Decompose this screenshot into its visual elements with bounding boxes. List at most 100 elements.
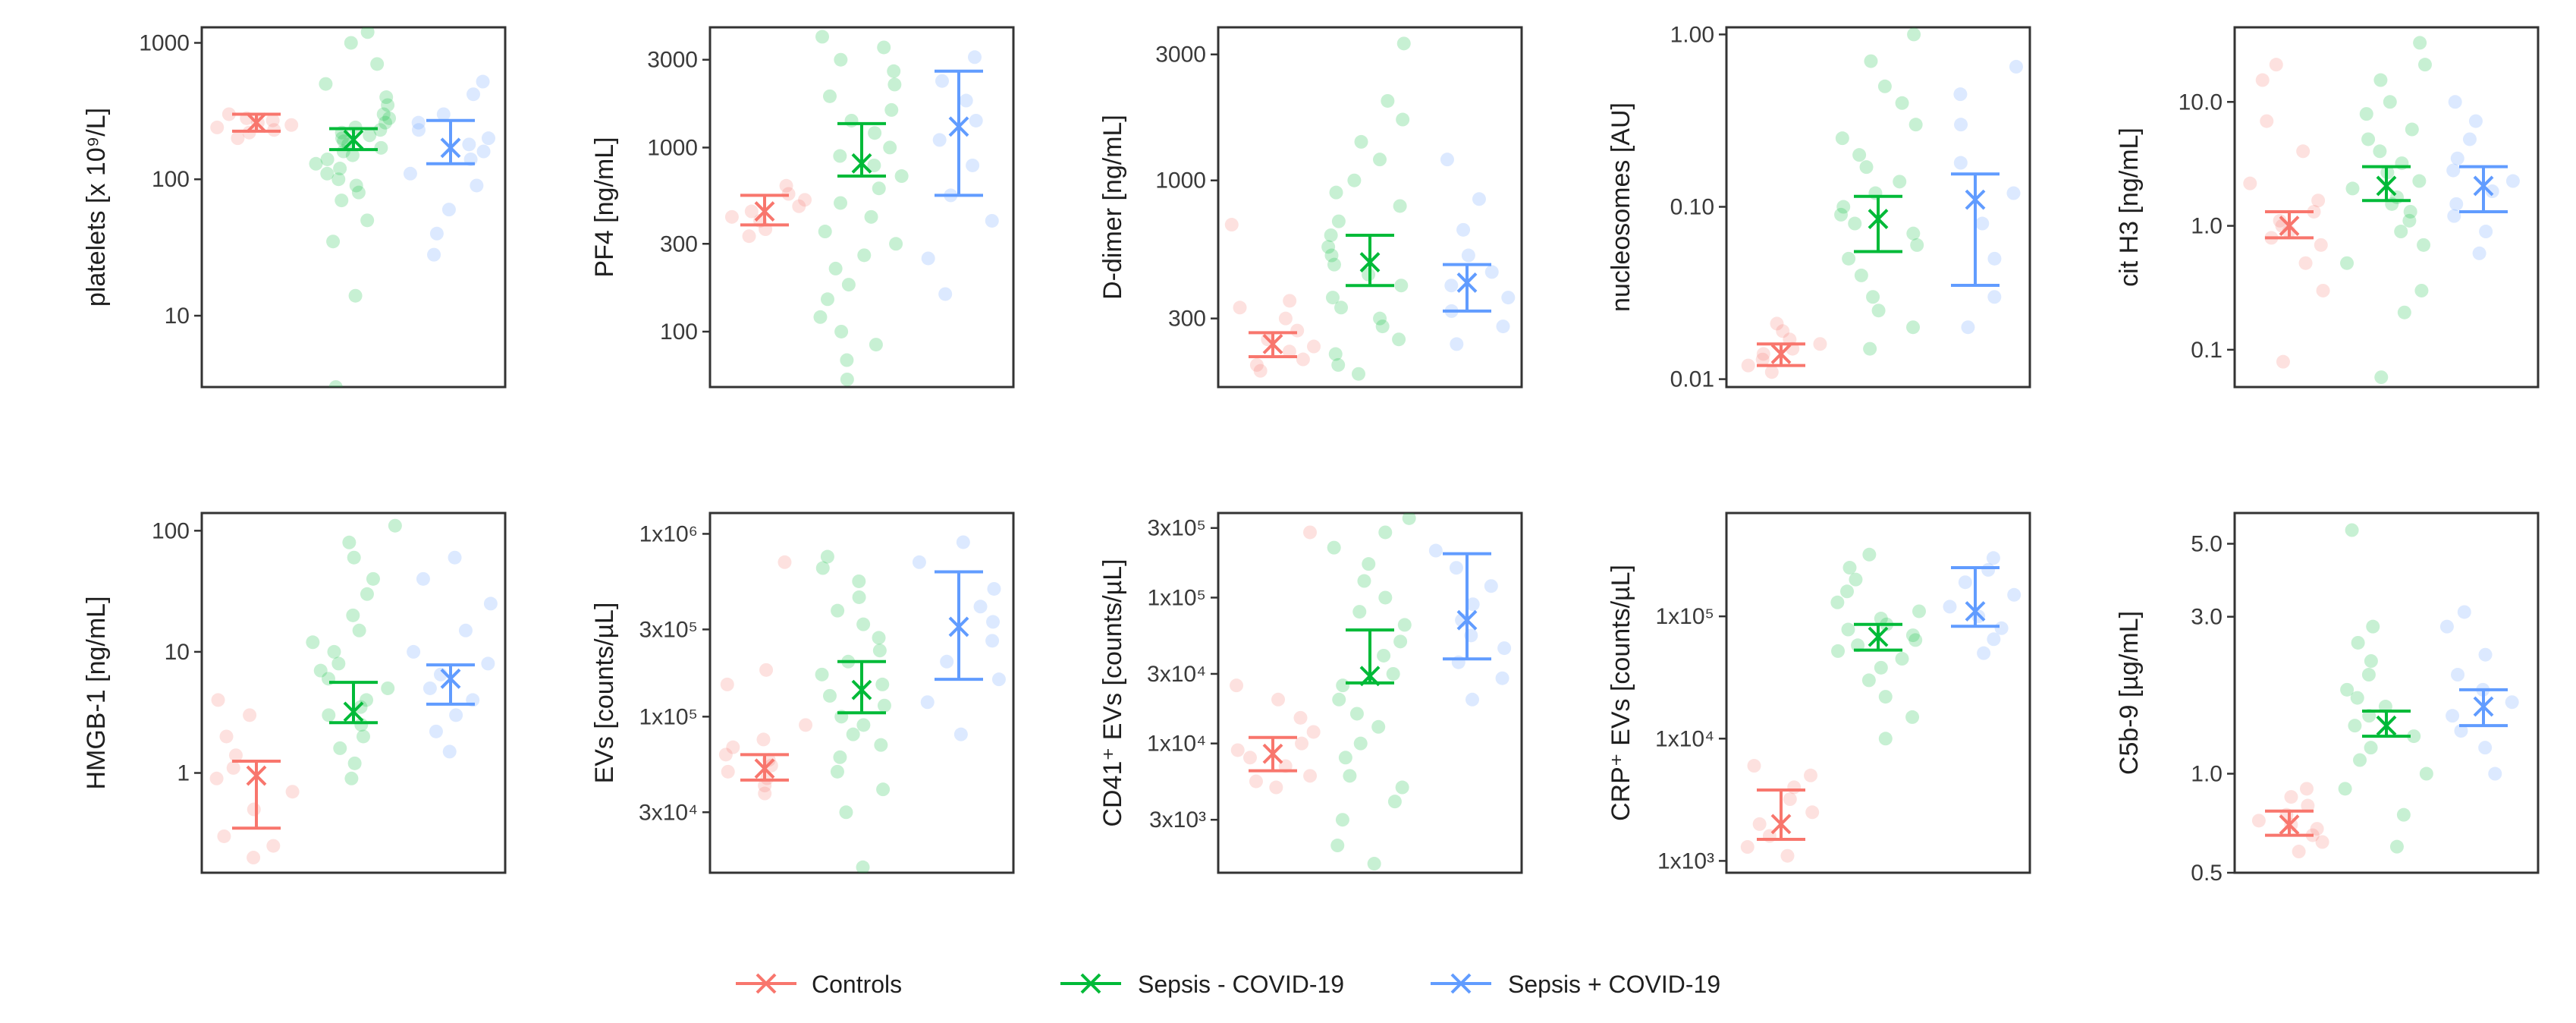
panel-3: 300 1000 3000 D-dimer [ng/mL]: [1098, 26, 1523, 389]
panel-9-series-sepsis-neg: [1830, 547, 1927, 746]
panel-4-tick-label: 1.00: [1670, 22, 1714, 47]
data-point: [820, 549, 834, 564]
data-point: [876, 782, 891, 797]
data-point: [2260, 114, 2274, 128]
data-point: [1986, 551, 2000, 565]
data-point: [833, 149, 847, 163]
data-point: [2361, 668, 2376, 682]
data-point: [1783, 792, 1797, 806]
data-point: [2273, 213, 2287, 228]
data-point: [856, 860, 870, 873]
data-point: [1328, 347, 1343, 361]
median-marker: [343, 701, 364, 722]
data-point: [2448, 95, 2462, 109]
panel-1-ylabel: platelets [x 10⁹/L]: [82, 108, 111, 307]
data-point: [348, 288, 363, 303]
data-point: [373, 123, 388, 137]
median-marker: [1770, 344, 1792, 364]
legend: Controls Sepsis - COVID-19 Sepsis + COVI…: [736, 971, 1720, 998]
data-point: [1352, 605, 1367, 619]
data-point: [381, 681, 395, 695]
data-point: [742, 229, 756, 244]
data-point: [1354, 134, 1368, 149]
data-point: [1954, 118, 1968, 132]
data-point: [366, 571, 380, 586]
data-point: [1874, 660, 1888, 675]
data-point: [2417, 238, 2431, 252]
data-point: [869, 338, 883, 352]
data-point: [872, 644, 887, 658]
panel-4-series-sepsis-neg: [1834, 27, 1924, 356]
data-point: [1290, 323, 1305, 338]
data-point: [1327, 257, 1341, 272]
median-marker: [1770, 814, 1792, 835]
panel-6-series-sepsis-pos: [407, 550, 498, 759]
data-point: [1987, 251, 2002, 266]
data-point: [1336, 678, 1350, 693]
panel-2: 100 300 1000 3000 PF4 [ng/mL]: [590, 26, 1015, 389]
data-point: [374, 140, 388, 155]
data-point: [1428, 543, 1443, 558]
panel-8-series-controls: [1230, 525, 1321, 795]
data-point: [1770, 316, 1784, 331]
panel-5-tick-label: 10.0: [2179, 90, 2223, 115]
data-point: [1830, 595, 1845, 609]
data-point: [1396, 36, 1411, 51]
median-marker: [948, 116, 969, 137]
data-point: [1378, 525, 1393, 540]
data-point: [1497, 641, 1512, 656]
panel-7-series-controls: [718, 555, 813, 801]
data-point: [1805, 805, 1820, 820]
panel-1-series-sepsis-neg: [309, 27, 397, 387]
data-point: [959, 93, 973, 108]
data-point: [1253, 364, 1268, 378]
data-point: [2269, 58, 2283, 72]
data-point: [2366, 619, 2380, 634]
median-marker: [343, 129, 364, 150]
data-point: [1496, 319, 1510, 334]
data-point: [2340, 682, 2355, 697]
data-point: [1334, 301, 1349, 315]
panel-10-frame: [2233, 512, 2540, 874]
data-point: [2292, 845, 2306, 859]
data-point: [1387, 795, 1402, 809]
data-point: [834, 324, 849, 338]
data-point: [476, 144, 491, 159]
data-point: [840, 353, 854, 367]
data-point: [1306, 725, 1321, 739]
panel-2-tick-label: 300: [660, 231, 698, 257]
data-point: [1908, 633, 1923, 647]
data-point: [815, 30, 830, 44]
data-point: [1357, 574, 1371, 588]
data-point: [2407, 729, 2421, 744]
data-point: [247, 802, 261, 817]
data-point: [718, 748, 733, 762]
data-point: [872, 631, 886, 645]
data-point: [442, 744, 457, 759]
data-point: [912, 555, 926, 569]
panel-10-tick-label: 3.0: [2191, 605, 2223, 630]
data-point: [335, 194, 349, 208]
panel-2-series-sepsis-pos: [921, 50, 999, 301]
data-point: [2314, 238, 2328, 252]
panel-2-tick-label: 1000: [647, 135, 698, 160]
data-point: [412, 123, 426, 137]
data-point: [798, 193, 812, 207]
data-point: [1747, 759, 1761, 773]
data-point: [831, 603, 845, 618]
data-point: [1393, 199, 1407, 213]
data-point: [2351, 635, 2365, 650]
data-point: [834, 196, 848, 210]
data-point: [411, 115, 426, 130]
median-marker: [754, 758, 775, 779]
data-point: [1373, 153, 1387, 167]
data-point: [1296, 352, 1310, 367]
data-point: [779, 178, 793, 193]
panel-8-series-sepsis-pos: [1428, 543, 1512, 707]
data-point: [1764, 365, 1779, 379]
data-point: [243, 708, 257, 722]
data-point: [1321, 240, 1336, 254]
median-marker: [2376, 175, 2397, 197]
data-point: [1449, 561, 1463, 575]
data-point: [872, 181, 886, 196]
